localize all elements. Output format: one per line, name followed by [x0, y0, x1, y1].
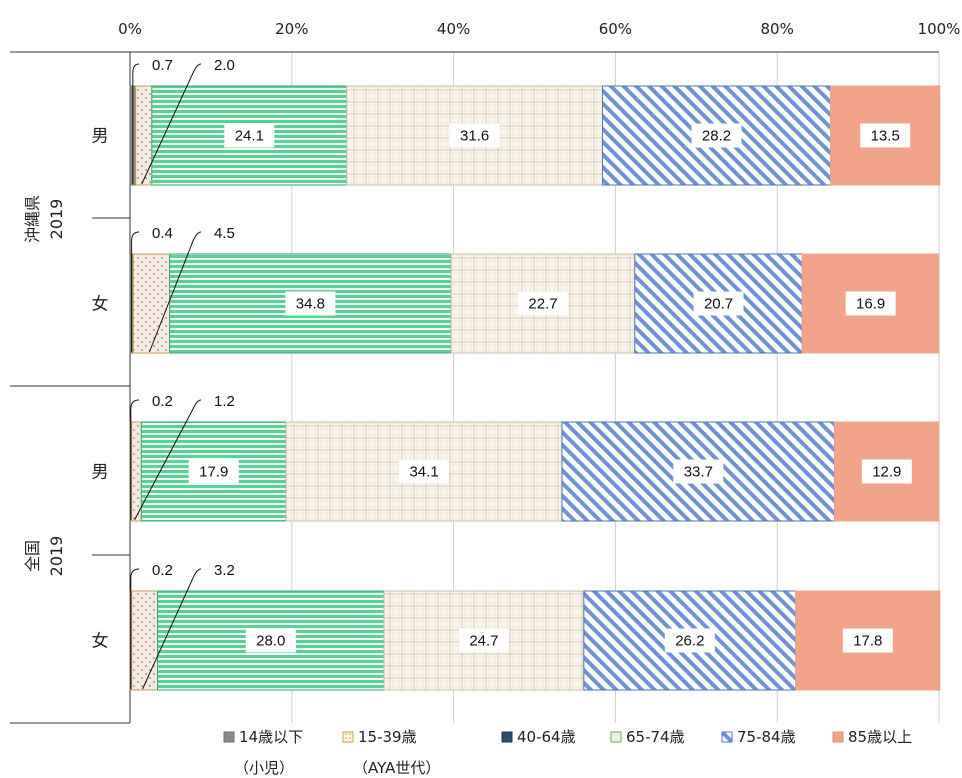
- x-tick-label: 100%: [918, 20, 961, 38]
- x-tick-label: 40%: [437, 20, 470, 38]
- data-label: 24.7: [469, 633, 498, 650]
- data-label: 34.1: [409, 464, 438, 481]
- callout-label: 0.4: [152, 225, 173, 242]
- x-tick-label: 60%: [599, 20, 632, 38]
- callout-line: [131, 231, 140, 352]
- data-label: 17.9: [199, 464, 228, 481]
- legend-label: 15-39歳: [358, 728, 417, 746]
- category-label: 男: [92, 463, 109, 483]
- data-label-box: [224, 123, 275, 148]
- group-label: 全国: [23, 540, 42, 572]
- data-label-box: [449, 123, 500, 148]
- data-label-box: [664, 628, 715, 653]
- data-label: 31.6: [460, 128, 489, 145]
- bar-segment: [135, 85, 153, 186]
- category-label: 女: [92, 632, 109, 652]
- legend-swatch: [610, 731, 622, 743]
- data-label-box: [845, 291, 896, 316]
- bar-segment: [132, 253, 171, 354]
- legend-swatch: [721, 731, 733, 743]
- callout-line: [132, 63, 140, 184]
- data-label-box: [861, 459, 912, 484]
- callout-label: 3.2: [214, 562, 235, 579]
- callout-label: 0.2: [152, 393, 173, 410]
- callout-label: 0.7: [152, 57, 173, 74]
- data-label: 28.0: [256, 633, 285, 650]
- data-label: 24.1: [235, 128, 264, 145]
- data-label: 22.7: [528, 296, 557, 313]
- legend-label: 85歳以上: [848, 728, 912, 746]
- legend-label: 65-74歳: [626, 728, 685, 746]
- legend-label: 14歳以下: [239, 728, 303, 746]
- data-label-box: [691, 123, 742, 148]
- data-label-box: [245, 628, 296, 653]
- data-label: 34.8: [296, 296, 325, 313]
- legend-swatch: [223, 731, 235, 743]
- legend-swatch: [342, 731, 354, 743]
- bar-segment: [131, 590, 159, 691]
- data-label-box: [842, 628, 893, 653]
- legend-swatch: [501, 731, 513, 743]
- data-label: 17.8: [853, 633, 882, 650]
- data-label: 28.2: [702, 128, 731, 145]
- callout-line: [148, 231, 202, 353]
- data-label: 33.7: [684, 464, 713, 481]
- callout-line: [130, 399, 140, 520]
- callout-label: 1.2: [214, 393, 235, 410]
- legend-swatch: [832, 731, 844, 743]
- x-tick-label: 80%: [761, 20, 794, 38]
- callout-line: [141, 63, 202, 185]
- category-label: 男: [92, 127, 109, 147]
- category-label: 女: [92, 295, 109, 315]
- callout-label: 4.5: [214, 225, 235, 242]
- callout-label: 0.2: [152, 562, 173, 579]
- data-label-box: [673, 459, 724, 484]
- callout-line: [142, 568, 202, 690]
- x-tick-label: 20%: [275, 20, 308, 38]
- legend-sublabel: （AYA世代）: [353, 759, 440, 777]
- data-label: 26.2: [675, 633, 704, 650]
- data-label-box: [285, 291, 336, 316]
- legend-label: 40-64歳: [517, 728, 576, 746]
- data-label-box: [693, 291, 744, 316]
- data-label: 20.7: [704, 296, 733, 313]
- group-label: 沖縄県: [23, 195, 42, 243]
- data-label: 16.9: [856, 296, 885, 313]
- bar-segment: [131, 421, 142, 522]
- data-label: 12.9: [872, 464, 901, 481]
- data-label-box: [188, 459, 239, 484]
- callout-line: [134, 399, 202, 521]
- data-label-box: [458, 628, 509, 653]
- data-label: 13.5: [871, 128, 900, 145]
- callout-line: [130, 568, 140, 689]
- x-tick-label: 0%: [118, 20, 142, 38]
- data-label-box: [399, 459, 450, 484]
- legend-label: 75-84歳: [737, 728, 796, 746]
- group-year-label: 2019: [47, 536, 66, 577]
- group-year-label: 2019: [47, 199, 66, 240]
- data-label-box: [517, 291, 568, 316]
- legend-sublabel: （小児）: [234, 759, 294, 777]
- callout-label: 2.0: [214, 57, 235, 74]
- data-label-box: [860, 123, 911, 148]
